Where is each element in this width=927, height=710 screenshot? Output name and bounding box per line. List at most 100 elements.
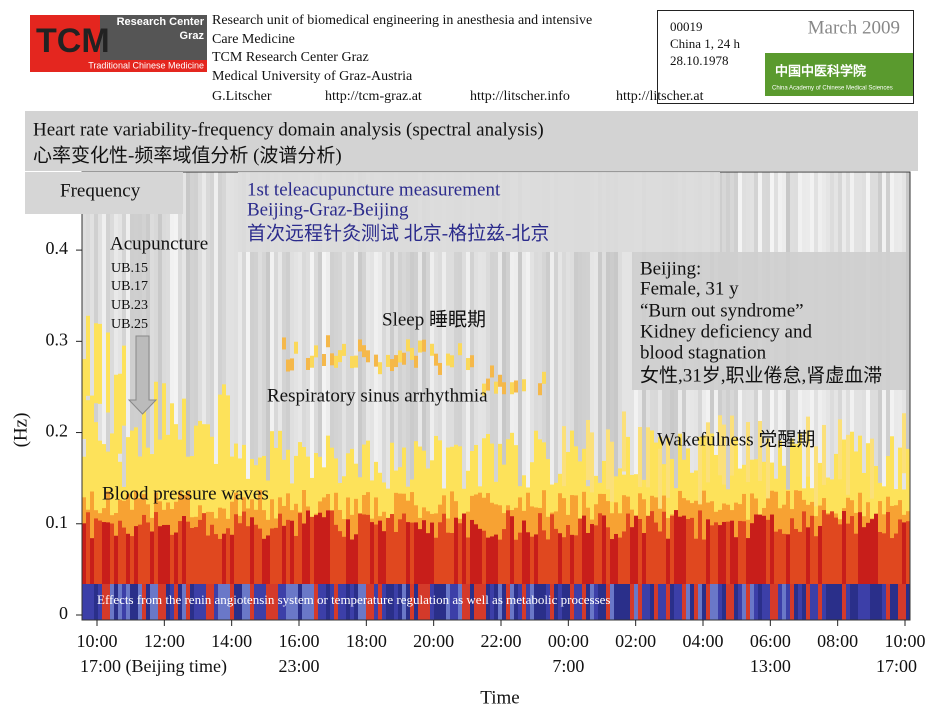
heat-cell — [550, 172, 554, 572]
heat-cell — [390, 172, 394, 572]
heat-cell — [478, 528, 482, 620]
heat-cell — [730, 415, 734, 476]
y-tick-label: 0.1 — [46, 512, 69, 532]
heat-cell — [546, 172, 550, 572]
heat-cell — [822, 510, 826, 620]
heat-cell — [430, 584, 434, 620]
affiliation: TCM Research Center Graz — [212, 50, 369, 65]
heat-cell — [234, 514, 238, 620]
heat-cell — [542, 584, 546, 620]
heat-cell — [406, 172, 410, 572]
heat-cell — [866, 584, 870, 620]
heat-cell — [506, 584, 510, 620]
heat-cell — [766, 584, 770, 620]
heat-cell — [414, 584, 418, 620]
banner — [25, 111, 918, 171]
point: UB.17 — [111, 279, 148, 294]
heat-cell — [594, 172, 598, 572]
heat-cell — [342, 536, 346, 620]
heat-cell — [902, 522, 906, 620]
heat-cell — [406, 522, 410, 620]
heat-cell — [294, 584, 298, 620]
measurement-box — [238, 172, 720, 252]
heat-cell — [622, 411, 626, 472]
heat-cell — [242, 172, 246, 572]
affiliation: Research unit of biomedical engineering … — [212, 13, 592, 28]
heat-cell — [902, 413, 906, 474]
heat-cell — [382, 531, 386, 620]
heat-cell — [566, 584, 570, 620]
heat-cell — [830, 511, 834, 620]
heat-cell — [82, 584, 86, 620]
heat-cell — [410, 522, 414, 620]
heat-cell — [774, 531, 778, 620]
heat-cell — [422, 172, 426, 572]
heat-cell — [390, 584, 394, 620]
heat-cell — [346, 584, 350, 620]
heat-cell — [350, 584, 354, 620]
heat-cell — [294, 341, 298, 354]
heat-cell — [690, 517, 694, 620]
affiliation: Care Medicine — [212, 32, 295, 47]
heat-cell — [186, 172, 190, 572]
heat-cell — [526, 532, 530, 620]
heat-cell — [98, 584, 102, 620]
heat-cell — [414, 522, 418, 620]
heat-cell — [750, 584, 754, 620]
heat-cell — [110, 584, 114, 620]
heat-cell — [238, 523, 242, 620]
heat-cell — [162, 172, 166, 572]
heat-cell — [386, 172, 390, 572]
heat-cell — [710, 584, 714, 620]
heat-cell — [206, 172, 210, 572]
heat-cell — [558, 533, 562, 620]
x-tick-label: 20:00 — [413, 631, 454, 651]
heat-cell — [142, 514, 146, 620]
heat-cell — [450, 355, 454, 368]
heat-cell — [366, 584, 370, 620]
heat-cell — [482, 383, 486, 396]
heat-cell — [630, 584, 634, 620]
heat-cell — [274, 172, 278, 572]
heat-cell — [222, 172, 226, 572]
x-tick-label: 10:00 — [884, 631, 925, 651]
heat-cell — [658, 584, 662, 620]
heat-cell — [482, 584, 486, 620]
heat-cell — [118, 520, 122, 620]
heat-cell — [306, 584, 310, 620]
heat-cell — [826, 584, 830, 620]
heat-cell — [518, 584, 522, 620]
heat-cell — [250, 172, 254, 572]
heat-cell — [238, 584, 242, 620]
heat-cell — [606, 527, 610, 620]
heat-cell — [498, 539, 502, 620]
heat-cell — [846, 434, 850, 495]
heat-cell — [778, 584, 782, 620]
heat-cell — [458, 343, 462, 356]
heat-cell — [218, 172, 222, 572]
heat-cell — [622, 172, 626, 572]
link: http://litscher.info — [470, 89, 570, 104]
heat-cell — [90, 172, 94, 572]
heat-cell — [754, 514, 758, 620]
heat-cell — [246, 172, 250, 572]
heat-cell — [338, 531, 342, 620]
heat-cell — [86, 315, 90, 396]
heat-cell — [454, 172, 458, 572]
heat-cell — [166, 524, 170, 620]
heat-cell — [218, 394, 222, 620]
patient: Beijing: — [640, 258, 701, 279]
heat-cell — [462, 172, 466, 572]
heat-cell — [714, 584, 718, 620]
heat-cell — [730, 520, 734, 620]
heat-cell — [490, 584, 494, 620]
heat-cell — [274, 584, 278, 620]
heat-cell — [358, 584, 362, 620]
heat-cell — [114, 172, 118, 572]
x-axis-label: Time — [480, 687, 519, 708]
heat-cell — [286, 584, 290, 620]
heat-cell — [306, 510, 310, 620]
heat-cell — [494, 381, 498, 394]
heat-cell — [106, 332, 110, 413]
heat-cell — [762, 584, 766, 620]
